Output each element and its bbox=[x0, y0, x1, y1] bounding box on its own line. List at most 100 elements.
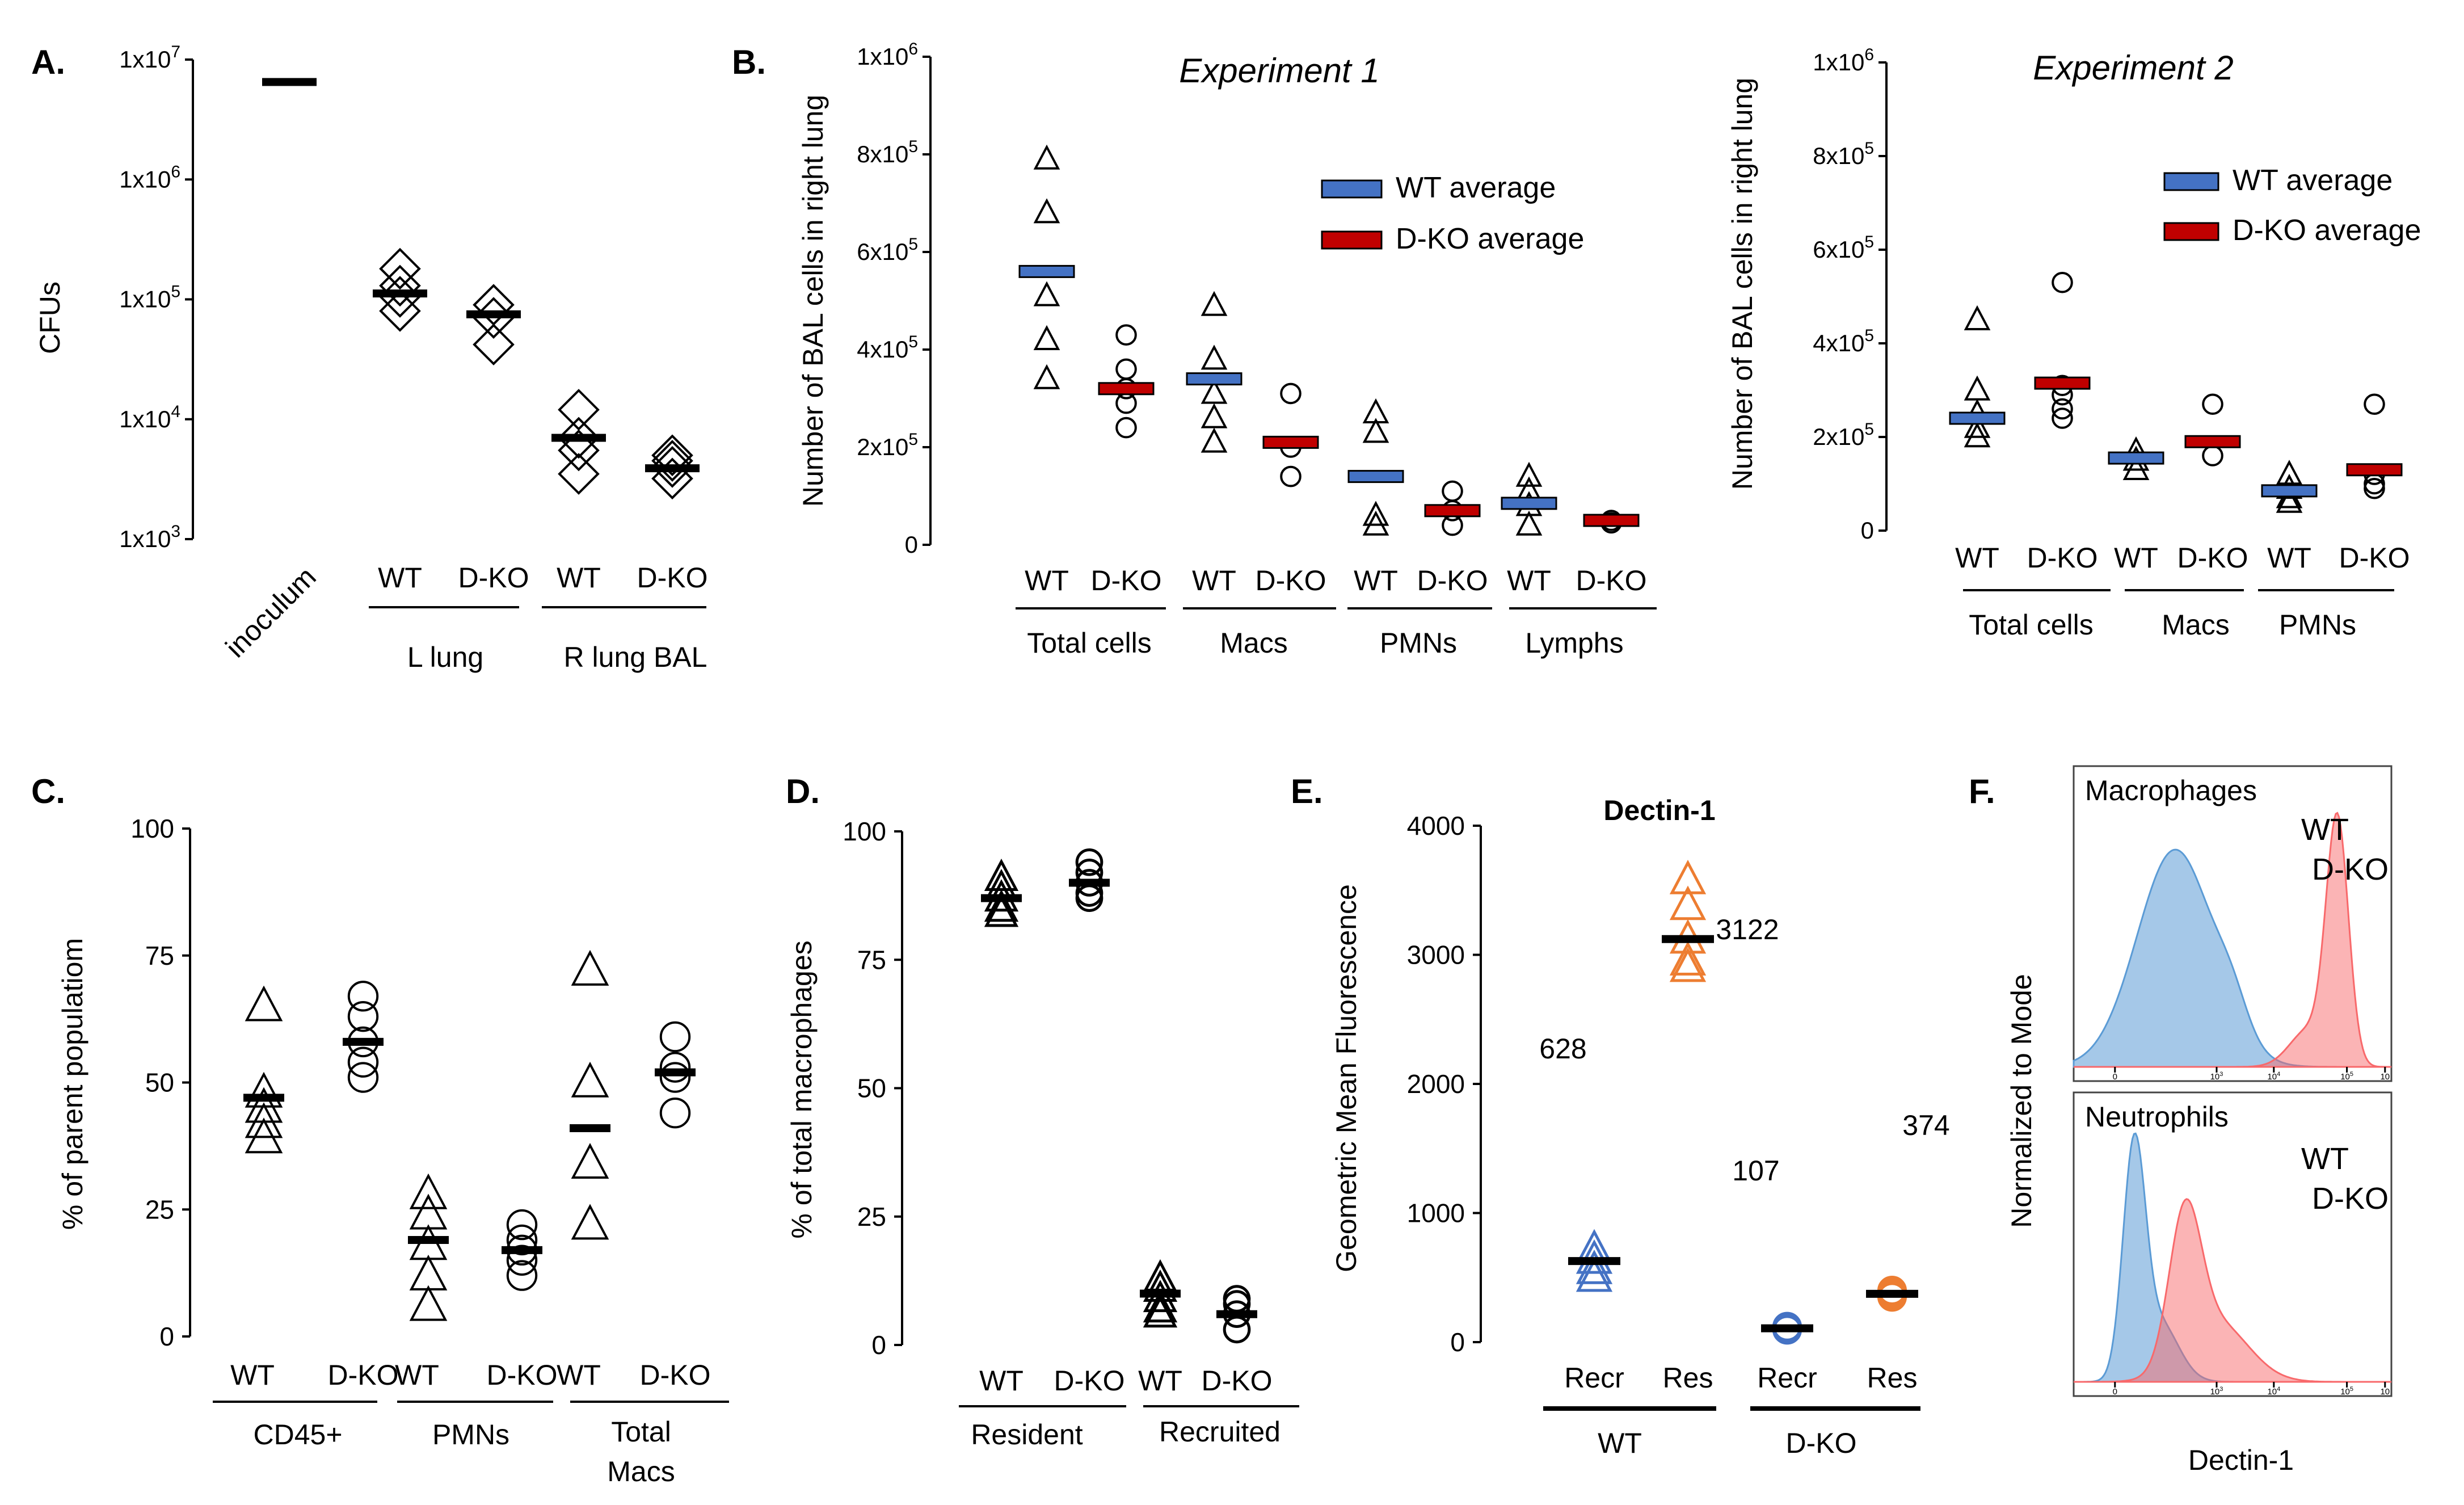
y-tick-label: 0 bbox=[871, 1330, 886, 1360]
data-point bbox=[473, 323, 515, 365]
y-tick-label: 2x105 bbox=[857, 430, 918, 460]
triangle-point bbox=[1033, 198, 1060, 224]
panel-e-ylabel: Geometric Mean Fluorescence bbox=[1330, 884, 1362, 1272]
x-tick-exp: 3 bbox=[2219, 1071, 2223, 1078]
data-point bbox=[379, 264, 421, 307]
y-tick-label: 0 bbox=[1861, 517, 1874, 544]
x-label: D-KO bbox=[328, 1359, 399, 1391]
triangle-point bbox=[1033, 144, 1060, 170]
data-point bbox=[558, 389, 600, 431]
histogram-wt bbox=[2074, 812, 2391, 1068]
panel-name: Macrophages bbox=[2085, 775, 2257, 806]
triangle-point bbox=[409, 1285, 448, 1321]
y-tick-label-exp: 5 bbox=[1864, 233, 1874, 251]
x-tick-exp: 4 bbox=[2277, 1386, 2280, 1393]
triangle-point bbox=[1964, 375, 1991, 401]
group-label: Total cells bbox=[1027, 627, 1152, 659]
mean-bar bbox=[2184, 435, 2241, 448]
y-tick-label-base: 1x10 bbox=[119, 406, 171, 432]
y-tick-label: 0 bbox=[159, 1322, 174, 1351]
circle-point bbox=[2364, 477, 2385, 499]
histogram-wt bbox=[2074, 1198, 2391, 1383]
y-tick-label-exp: 3 bbox=[171, 522, 180, 541]
x-label: WT bbox=[395, 1359, 439, 1391]
legend-label: WT average bbox=[1396, 171, 1556, 204]
panel-b1-ylabel: Number of BAL cells in right lung bbox=[797, 95, 829, 507]
triangle-point bbox=[409, 1173, 448, 1209]
y-tick-label-exp: 6 bbox=[908, 40, 918, 58]
y-tick-label-base: 8x10 bbox=[1813, 142, 1864, 169]
y-tick-label-base: 2x10 bbox=[857, 434, 908, 460]
triangle-point bbox=[2276, 487, 2303, 513]
panel-f-label: F. bbox=[1969, 772, 1995, 810]
data-point bbox=[379, 247, 421, 290]
triangle-point bbox=[1201, 427, 1228, 453]
x-tick-base: 0 bbox=[2113, 1072, 2117, 1082]
x-label: WT bbox=[1507, 565, 1551, 596]
x-tick-exp: 4 bbox=[2277, 1071, 2280, 1078]
data-point bbox=[651, 434, 693, 477]
panel-b-experiment-1: B. Experiment 1 Number of BAL cells in r… bbox=[732, 40, 1657, 659]
panel-f: F. Normalized to Mode Dectin-1 Macrophag… bbox=[1969, 765, 2393, 1476]
x-label: WT bbox=[230, 1359, 275, 1391]
x-tick-label: 103 bbox=[2210, 1071, 2223, 1082]
group-label: Recruited bbox=[1159, 1416, 1281, 1448]
triangle-point bbox=[571, 1204, 609, 1240]
triangle-point bbox=[1669, 885, 1707, 920]
y-tick-label: 3000 bbox=[1407, 940, 1465, 970]
data-point bbox=[558, 453, 600, 495]
panel-f-xlabel: Dectin-1 bbox=[2188, 1444, 2294, 1476]
value-annotation: 628 bbox=[1539, 1033, 1586, 1065]
y-tick-label: 100 bbox=[130, 814, 174, 843]
y-tick-label-exp: 7 bbox=[171, 43, 180, 61]
circle-point bbox=[2052, 271, 2073, 293]
y-tick-label: 25 bbox=[857, 1202, 886, 1231]
y-tick-label: 25 bbox=[145, 1195, 174, 1224]
triangle-point bbox=[1201, 379, 1228, 404]
x-label: D-KO bbox=[1202, 1365, 1273, 1397]
triangle-point bbox=[1964, 413, 1991, 438]
panel-b1-title: Experiment 1 bbox=[1179, 52, 1380, 90]
data-point bbox=[558, 429, 600, 472]
triangle-point bbox=[1669, 941, 1707, 976]
y-tick-label-base: 1x10 bbox=[1813, 49, 1864, 75]
circle-point bbox=[1223, 1315, 1251, 1344]
circle-point bbox=[1280, 465, 1302, 487]
y-tick-label: 1000 bbox=[1407, 1199, 1465, 1228]
mean-bar bbox=[1347, 470, 1404, 484]
legend-wt: WT bbox=[2301, 1142, 2349, 1176]
x-tick-label: 0 bbox=[2113, 1072, 2117, 1082]
panel-e-label: E. bbox=[1291, 772, 1323, 810]
x-tick-label: 104 bbox=[2267, 1386, 2280, 1397]
legend-swatch-wt bbox=[2163, 172, 2219, 191]
group-label: Macs bbox=[607, 1456, 675, 1487]
mean-bar bbox=[2346, 463, 2403, 477]
triangle-point bbox=[245, 985, 283, 1021]
panel-b2-ylabel: Number of BAL cells in right lung bbox=[1726, 78, 1758, 490]
triangle-point bbox=[1669, 859, 1707, 894]
panel-d-ylabel: % of total macrophages bbox=[786, 940, 818, 1238]
y-tick-label-exp: 5 bbox=[908, 430, 918, 449]
circle-point bbox=[347, 1000, 379, 1032]
panel-f-ylabel: Normalized to Mode bbox=[2006, 974, 2037, 1227]
y-tick-label: 0 bbox=[905, 531, 918, 558]
panel-c-ylabel: % of parent populatiom bbox=[57, 938, 89, 1230]
data-point bbox=[558, 417, 600, 459]
triangle-point bbox=[245, 1102, 283, 1138]
y-tick-label: 75 bbox=[145, 941, 174, 970]
triangle-point bbox=[1964, 305, 1991, 330]
x-label: D-KO bbox=[1417, 565, 1488, 596]
y-tick-label: 50 bbox=[145, 1068, 174, 1098]
y-tick-label: 50 bbox=[857, 1074, 886, 1103]
y-tick-label: 4000 bbox=[1407, 811, 1465, 840]
x-label: Res bbox=[1663, 1362, 1713, 1394]
x-tick-base: 10 bbox=[2340, 1387, 2350, 1397]
y-tick-label-exp: 5 bbox=[1864, 139, 1874, 158]
triangle-point bbox=[1033, 281, 1060, 306]
y-tick-label-base: 1x10 bbox=[119, 46, 171, 73]
x-label: WT bbox=[557, 1359, 601, 1391]
panel-d-label: D. bbox=[786, 772, 820, 810]
x-tick-exp: 3 bbox=[2219, 1386, 2223, 1393]
x-tick-base: 10 bbox=[2267, 1387, 2277, 1397]
